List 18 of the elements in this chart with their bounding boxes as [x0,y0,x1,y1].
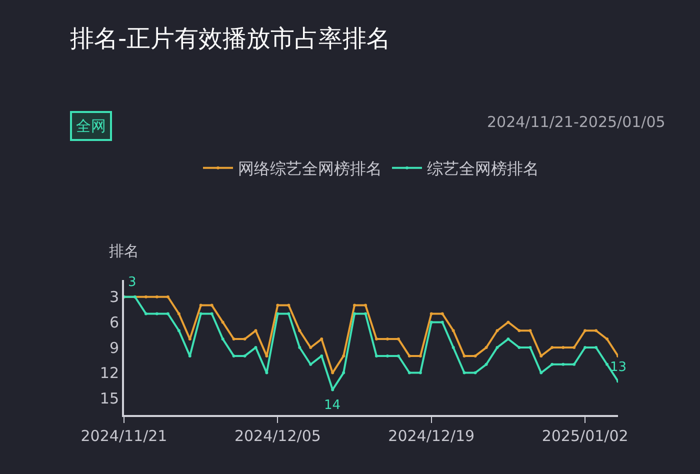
legend-label: 网络综艺全网榜排名 [238,159,382,178]
legend-label: 综艺全网榜排名 [427,159,539,178]
annotation: 3 [128,275,136,290]
x-tick-label: 2024/12/05 [234,427,321,445]
annotation: 13 [610,360,627,375]
text: 全网 [76,117,106,135]
y-tick-label: 6 [109,313,119,332]
annotation: 14 [324,398,341,413]
y-tick-label: 12 [100,364,119,382]
x-tick-label: 2025/01/02 [542,427,628,445]
y-tick-label: 15 [100,389,119,408]
chart-title: 排名-正片有效播放市占率排名 [70,24,391,52]
y-tick-label: 3 [109,288,119,306]
text: 2024/11/21-2025/01/05 [487,113,666,131]
x-tick-label: 2024/11/21 [80,427,168,445]
y-axis-title: 排名 [109,242,139,260]
x-tick-label: 2024/12/19 [388,427,475,445]
y-tick-label: 9 [109,338,119,357]
